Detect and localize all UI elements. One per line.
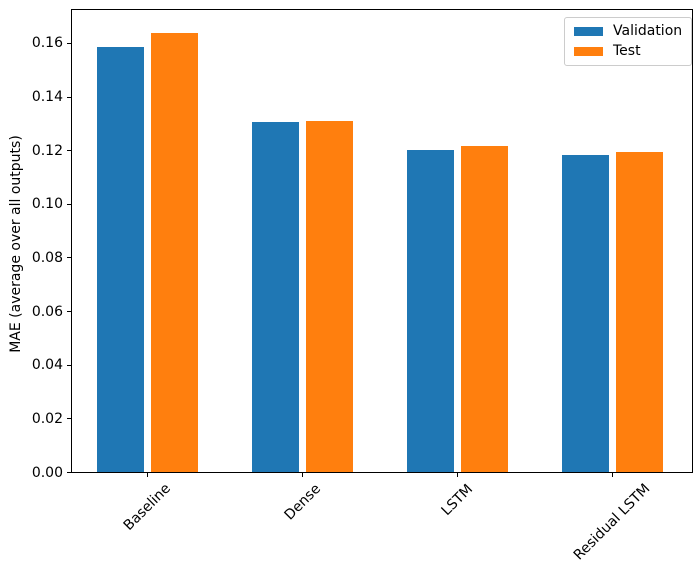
y-tick-mark [67, 311, 71, 313]
y-tick-mark [67, 418, 71, 420]
y-tick-label: 0.04 [31, 357, 63, 374]
y-tick-mark [67, 203, 71, 205]
bar-test-dense [306, 121, 353, 472]
bar-test-baseline [151, 33, 198, 472]
bar-validation-baseline [97, 46, 144, 472]
y-tick-label: 0.12 [31, 142, 63, 159]
y-tick-mark [67, 42, 71, 44]
x-tick-label: Dense [280, 480, 324, 524]
x-tick-mark [457, 473, 458, 477]
bar-test-lstm [461, 146, 508, 472]
x-tick-mark [147, 473, 148, 477]
x-tick-label: Residual LSTM [570, 481, 654, 564]
bar-test-residual-lstm [616, 152, 663, 472]
y-tick-label: 0.10 [31, 196, 63, 213]
legend-item-test: Test [574, 43, 682, 60]
legend-swatch-test [574, 47, 603, 56]
bar-validation-dense [252, 121, 299, 472]
legend-label: Test [613, 43, 641, 59]
y-axis-title-text: MAE (average over all outputs) [8, 135, 24, 353]
y-tick-mark [67, 364, 71, 366]
y-tick-label: 0.16 [31, 35, 63, 52]
y-tick-mark [67, 150, 71, 152]
y-tick-mark [67, 472, 71, 473]
legend: Validation Test [564, 17, 693, 66]
y-tick-label: 0.02 [31, 410, 63, 427]
x-tick-label: LSTM [438, 480, 477, 519]
y-tick-label: 0.06 [31, 303, 63, 320]
bar-validation-lstm [407, 150, 454, 472]
x-tick-mark [302, 473, 303, 477]
legend-swatch-validation [574, 27, 603, 36]
y-tick-mark [67, 257, 71, 259]
y-tick-label: 0.08 [31, 249, 63, 266]
legend-item-validation: Validation [574, 23, 682, 40]
y-tick-mark [67, 96, 71, 98]
x-tick-label: Baseline [120, 480, 174, 535]
x-tick-mark [612, 473, 613, 477]
bar-validation-residual-lstm [562, 154, 609, 472]
y-tick-label: 0.14 [31, 89, 63, 105]
y-tick-label: 0.00 [31, 464, 63, 481]
legend-label: Validation [613, 23, 683, 39]
